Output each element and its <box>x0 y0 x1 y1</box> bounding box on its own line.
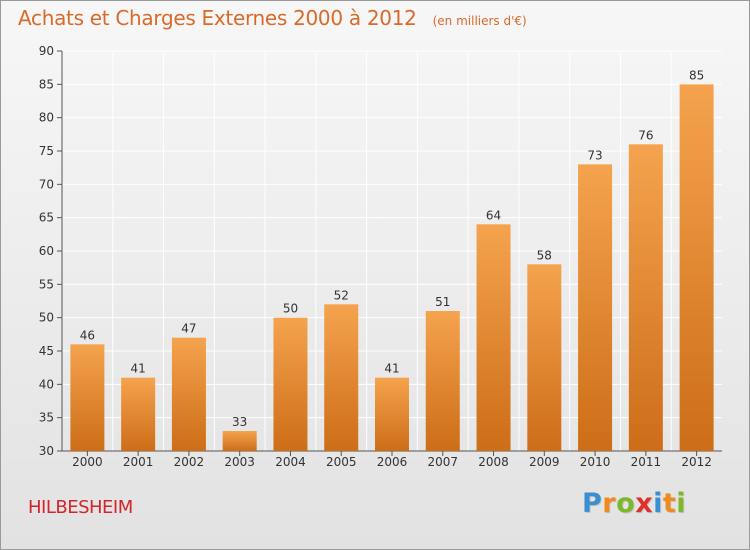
chart-title: Achats et Charges Externes 2000 à 2012 (… <box>18 6 527 30</box>
x-tick-label: 2011 <box>631 455 662 469</box>
bar-2006 <box>375 377 409 451</box>
labels: 30 35 40 45 50 55 60 65 70 75 80 85 90 2000 46 2001 41 20… <box>39 44 712 469</box>
data-label-2000: 46 <box>80 328 95 342</box>
y-tick-label: 30 <box>39 444 54 458</box>
data-label-2004: 50 <box>283 302 298 316</box>
bar-2007 <box>425 311 460 451</box>
data-label-2007: 51 <box>435 295 450 309</box>
bar-2003 <box>222 431 257 451</box>
data-label-2012: 85 <box>689 68 704 82</box>
x-tick-label: 2004 <box>275 455 306 469</box>
bar-2000 <box>70 344 105 451</box>
logo-letter: t <box>662 488 677 519</box>
logo-letter: r <box>602 488 617 519</box>
x-tick-label: 2006 <box>377 455 408 469</box>
x-tick-label: 2010 <box>580 455 611 469</box>
logo-letter: i <box>653 488 663 519</box>
x-tick-label: 2009 <box>529 455 560 469</box>
data-label-2008: 64 <box>486 208 501 222</box>
bar-2011 <box>628 144 663 452</box>
x-tick-label: 2000 <box>72 455 103 469</box>
y-tick-label: 65 <box>39 211 54 225</box>
y-tick-label: 60 <box>39 244 54 258</box>
bar-2009 <box>527 264 562 451</box>
commune-name: HILBESHEIM <box>28 497 133 518</box>
chart-unit: (en milliers d'€) <box>432 14 527 28</box>
bar-2012 <box>679 84 714 451</box>
bar-2004 <box>273 317 308 451</box>
x-tick-label: 2012 <box>681 455 712 469</box>
data-label-2006: 41 <box>384 362 399 376</box>
y-tick-label: 45 <box>39 344 54 358</box>
proxiti-logo[interactable]: Proxiti <box>582 488 686 519</box>
chart-title-text: Achats et Charges Externes 2000 à 2012 <box>18 6 417 30</box>
x-tick-label: 2003 <box>224 455 255 469</box>
x-tick-label: 2008 <box>478 455 509 469</box>
y-tick-label: 90 <box>39 44 54 58</box>
y-tick-label: 50 <box>39 311 54 325</box>
y-tick-label: 70 <box>39 177 54 191</box>
bar-2001 <box>121 377 156 451</box>
y-tick-label: 35 <box>39 411 54 425</box>
data-label-2010: 73 <box>587 148 602 162</box>
y-tick-label: 80 <box>39 111 54 125</box>
data-label-2009: 58 <box>537 248 552 262</box>
logo-letter: x <box>635 488 654 519</box>
bar-2008 <box>476 224 511 451</box>
y-tick-label: 55 <box>39 277 54 291</box>
y-tick-label: 40 <box>39 377 54 391</box>
x-tick-label: 2005 <box>326 455 357 469</box>
logo-letter: o <box>616 488 636 519</box>
data-label-2011: 76 <box>638 128 653 142</box>
data-label-2002: 47 <box>181 322 196 336</box>
x-tick-label: 2001 <box>123 455 154 469</box>
data-label-2001: 41 <box>131 362 146 376</box>
data-label-2003: 33 <box>232 415 247 429</box>
bars <box>70 84 714 452</box>
logo-letter: P <box>582 488 603 519</box>
logo-letter: i <box>676 488 687 519</box>
x-tick-label: 2007 <box>427 455 458 469</box>
bar-2002 <box>171 337 206 451</box>
y-tick-label: 85 <box>39 77 54 91</box>
bar-2010 <box>578 164 613 452</box>
data-label-2005: 52 <box>334 288 349 302</box>
x-tick-label: 2002 <box>174 455 205 469</box>
y-tick-label: 75 <box>39 144 54 158</box>
bar-2005 <box>324 304 359 451</box>
